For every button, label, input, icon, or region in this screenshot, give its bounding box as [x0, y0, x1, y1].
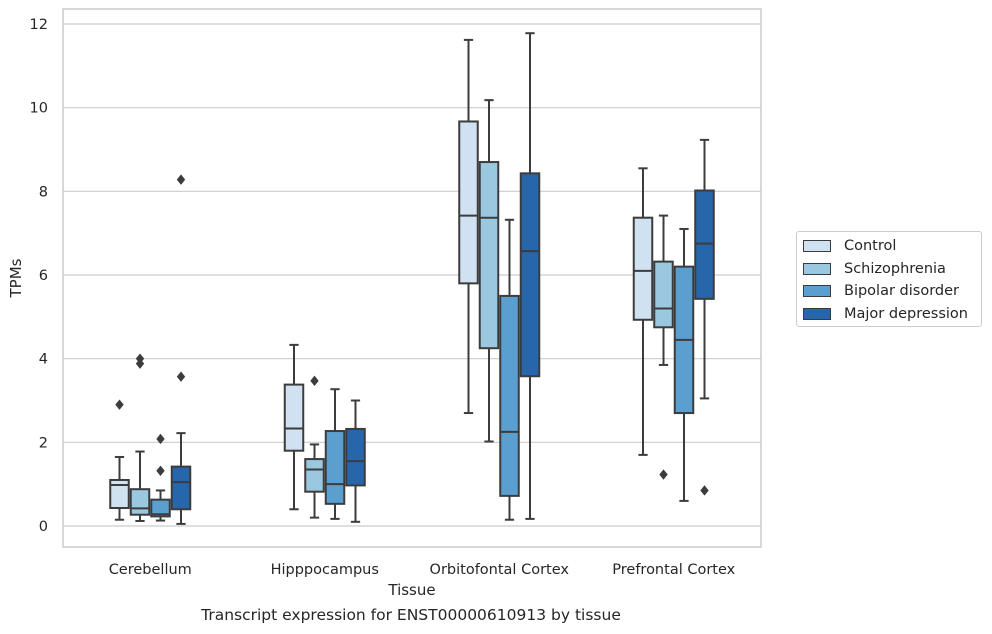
legend-swatch: [803, 285, 831, 297]
legend-item: Control: [803, 236, 896, 256]
y-tick-label: 6: [39, 268, 48, 284]
box-control: [283, 343, 305, 511]
box-body: [304, 458, 325, 493]
box-control: [109, 399, 130, 521]
legend-swatch: [803, 307, 831, 320]
x-tick-label: Orbitofontal Cortex: [430, 562, 570, 578]
legend-swatch: [803, 262, 831, 275]
box-bipolar-disorder: [150, 433, 171, 522]
box-body: [653, 260, 674, 329]
x-axis-title: Tissue: [387, 581, 435, 599]
box-major-depression: [170, 174, 192, 525]
legend-label: Control: [844, 238, 897, 254]
box-body: [129, 488, 151, 516]
box-schizophrenia: [304, 375, 325, 519]
box-body: [170, 465, 192, 511]
x-tick-label: Cerebellum: [109, 562, 192, 578]
y-tick-label: 2: [39, 435, 48, 451]
legend-label: Bipolar disorder: [844, 283, 959, 299]
gridlines: [63, 23, 761, 527]
box-body: [519, 172, 541, 378]
outlier-point: [700, 485, 709, 496]
box-schizophrenia: [653, 214, 674, 480]
box-schizophrenia: [129, 353, 151, 522]
box-body: [324, 430, 346, 505]
box-bipolar-disorder: [499, 218, 520, 521]
outlier-point: [156, 433, 165, 445]
outlier-point: [176, 174, 186, 185]
box-body: [345, 427, 366, 487]
legend-item: Major depression: [803, 304, 968, 324]
box-body: [478, 161, 500, 350]
box-major-depression: [694, 138, 715, 496]
x-tick-label: Prefrontal Cortex: [612, 562, 735, 578]
box-bipolar-disorder: [324, 388, 346, 520]
legend: Control Schizophrenia Bipolar disorder Majo…: [796, 231, 982, 327]
legend-item: Bipolar disorder: [803, 281, 959, 301]
outlier-point: [310, 375, 319, 387]
box-bipolar-disorder: [673, 227, 695, 502]
y-tick-label: 10: [30, 101, 48, 117]
y-axis-title: TPMs: [7, 258, 25, 298]
box-control: [458, 38, 479, 415]
x-tick-label: Hipppocampus: [271, 562, 379, 578]
box-body: [632, 216, 654, 321]
figure-caption: Transcript expression for ENST0000061091…: [201, 606, 621, 624]
legend-item: Schizophrenia: [803, 259, 946, 279]
outlier-point: [135, 353, 145, 364]
legend-label: Schizophrenia: [844, 260, 946, 277]
box-major-depression: [345, 399, 366, 523]
box-body: [694, 189, 715, 300]
outlier-point: [659, 469, 668, 480]
y-tick-label: 12: [30, 17, 48, 33]
boxes: [109, 32, 715, 525]
y-tick-label: 4: [39, 352, 48, 368]
box-body: [499, 294, 520, 497]
box-body: [150, 498, 171, 518]
outlier-point: [115, 399, 124, 410]
box-body: [109, 478, 130, 510]
plot-area-frame: [62, 8, 762, 548]
box-schizophrenia: [478, 99, 500, 443]
legend-label: Major depression: [844, 305, 968, 322]
legend-swatch: [803, 240, 831, 252]
outlier-point: [156, 465, 165, 476]
y-axis-ticks: 0 2 4 6 8 10 12: [30, 17, 48, 535]
box-body: [283, 383, 305, 452]
y-tick-label: 8: [39, 184, 48, 200]
x-axis-ticks: Cerebellum Hipppocampus Orbitofontal Corte…: [109, 562, 736, 578]
box-control: [632, 167, 654, 456]
y-tick-label: 0: [39, 519, 48, 535]
outlier-point: [176, 371, 186, 382]
box-major-depression: [519, 32, 541, 520]
box-body: [458, 120, 479, 285]
